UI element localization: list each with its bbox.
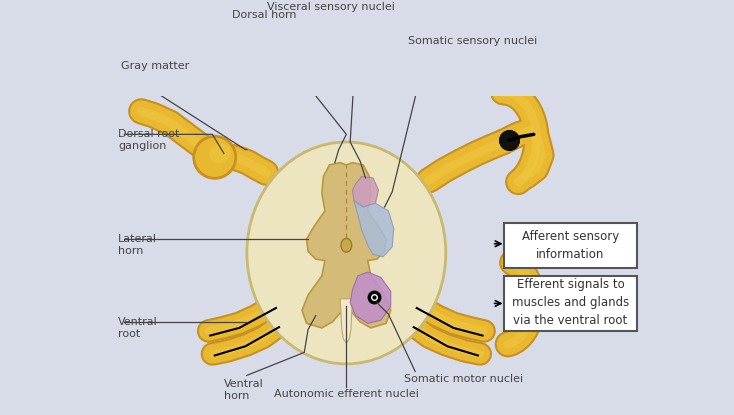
Text: Lateral
horn: Lateral horn	[118, 234, 157, 256]
Polygon shape	[352, 176, 379, 207]
Text: Ventral
horn: Ventral horn	[224, 379, 264, 401]
Ellipse shape	[247, 142, 446, 364]
Ellipse shape	[210, 144, 230, 164]
FancyBboxPatch shape	[504, 276, 637, 331]
Text: Ventral
root: Ventral root	[118, 317, 158, 339]
Text: Gray matter: Gray matter	[120, 61, 189, 71]
Text: Autonomic efferent nuclei: Autonomic efferent nuclei	[274, 389, 419, 399]
Polygon shape	[302, 163, 390, 328]
Text: Dorsal root
ganglion: Dorsal root ganglion	[118, 129, 180, 151]
Polygon shape	[341, 299, 352, 343]
Polygon shape	[350, 272, 390, 323]
Text: Afferent sensory
information: Afferent sensory information	[522, 230, 619, 261]
Ellipse shape	[194, 136, 236, 178]
FancyBboxPatch shape	[504, 223, 637, 268]
Text: Somatic sensory nuclei: Somatic sensory nuclei	[407, 37, 537, 46]
Ellipse shape	[341, 238, 352, 252]
Polygon shape	[354, 201, 393, 257]
Text: Efferent signals to
muscles and glands
via the ventral root: Efferent signals to muscles and glands v…	[512, 278, 629, 327]
Text: Visceral sensory nuclei: Visceral sensory nuclei	[267, 2, 395, 12]
Text: Somatic motor nuclei: Somatic motor nuclei	[404, 374, 523, 384]
Text: Dorsal horn: Dorsal horn	[231, 10, 296, 20]
